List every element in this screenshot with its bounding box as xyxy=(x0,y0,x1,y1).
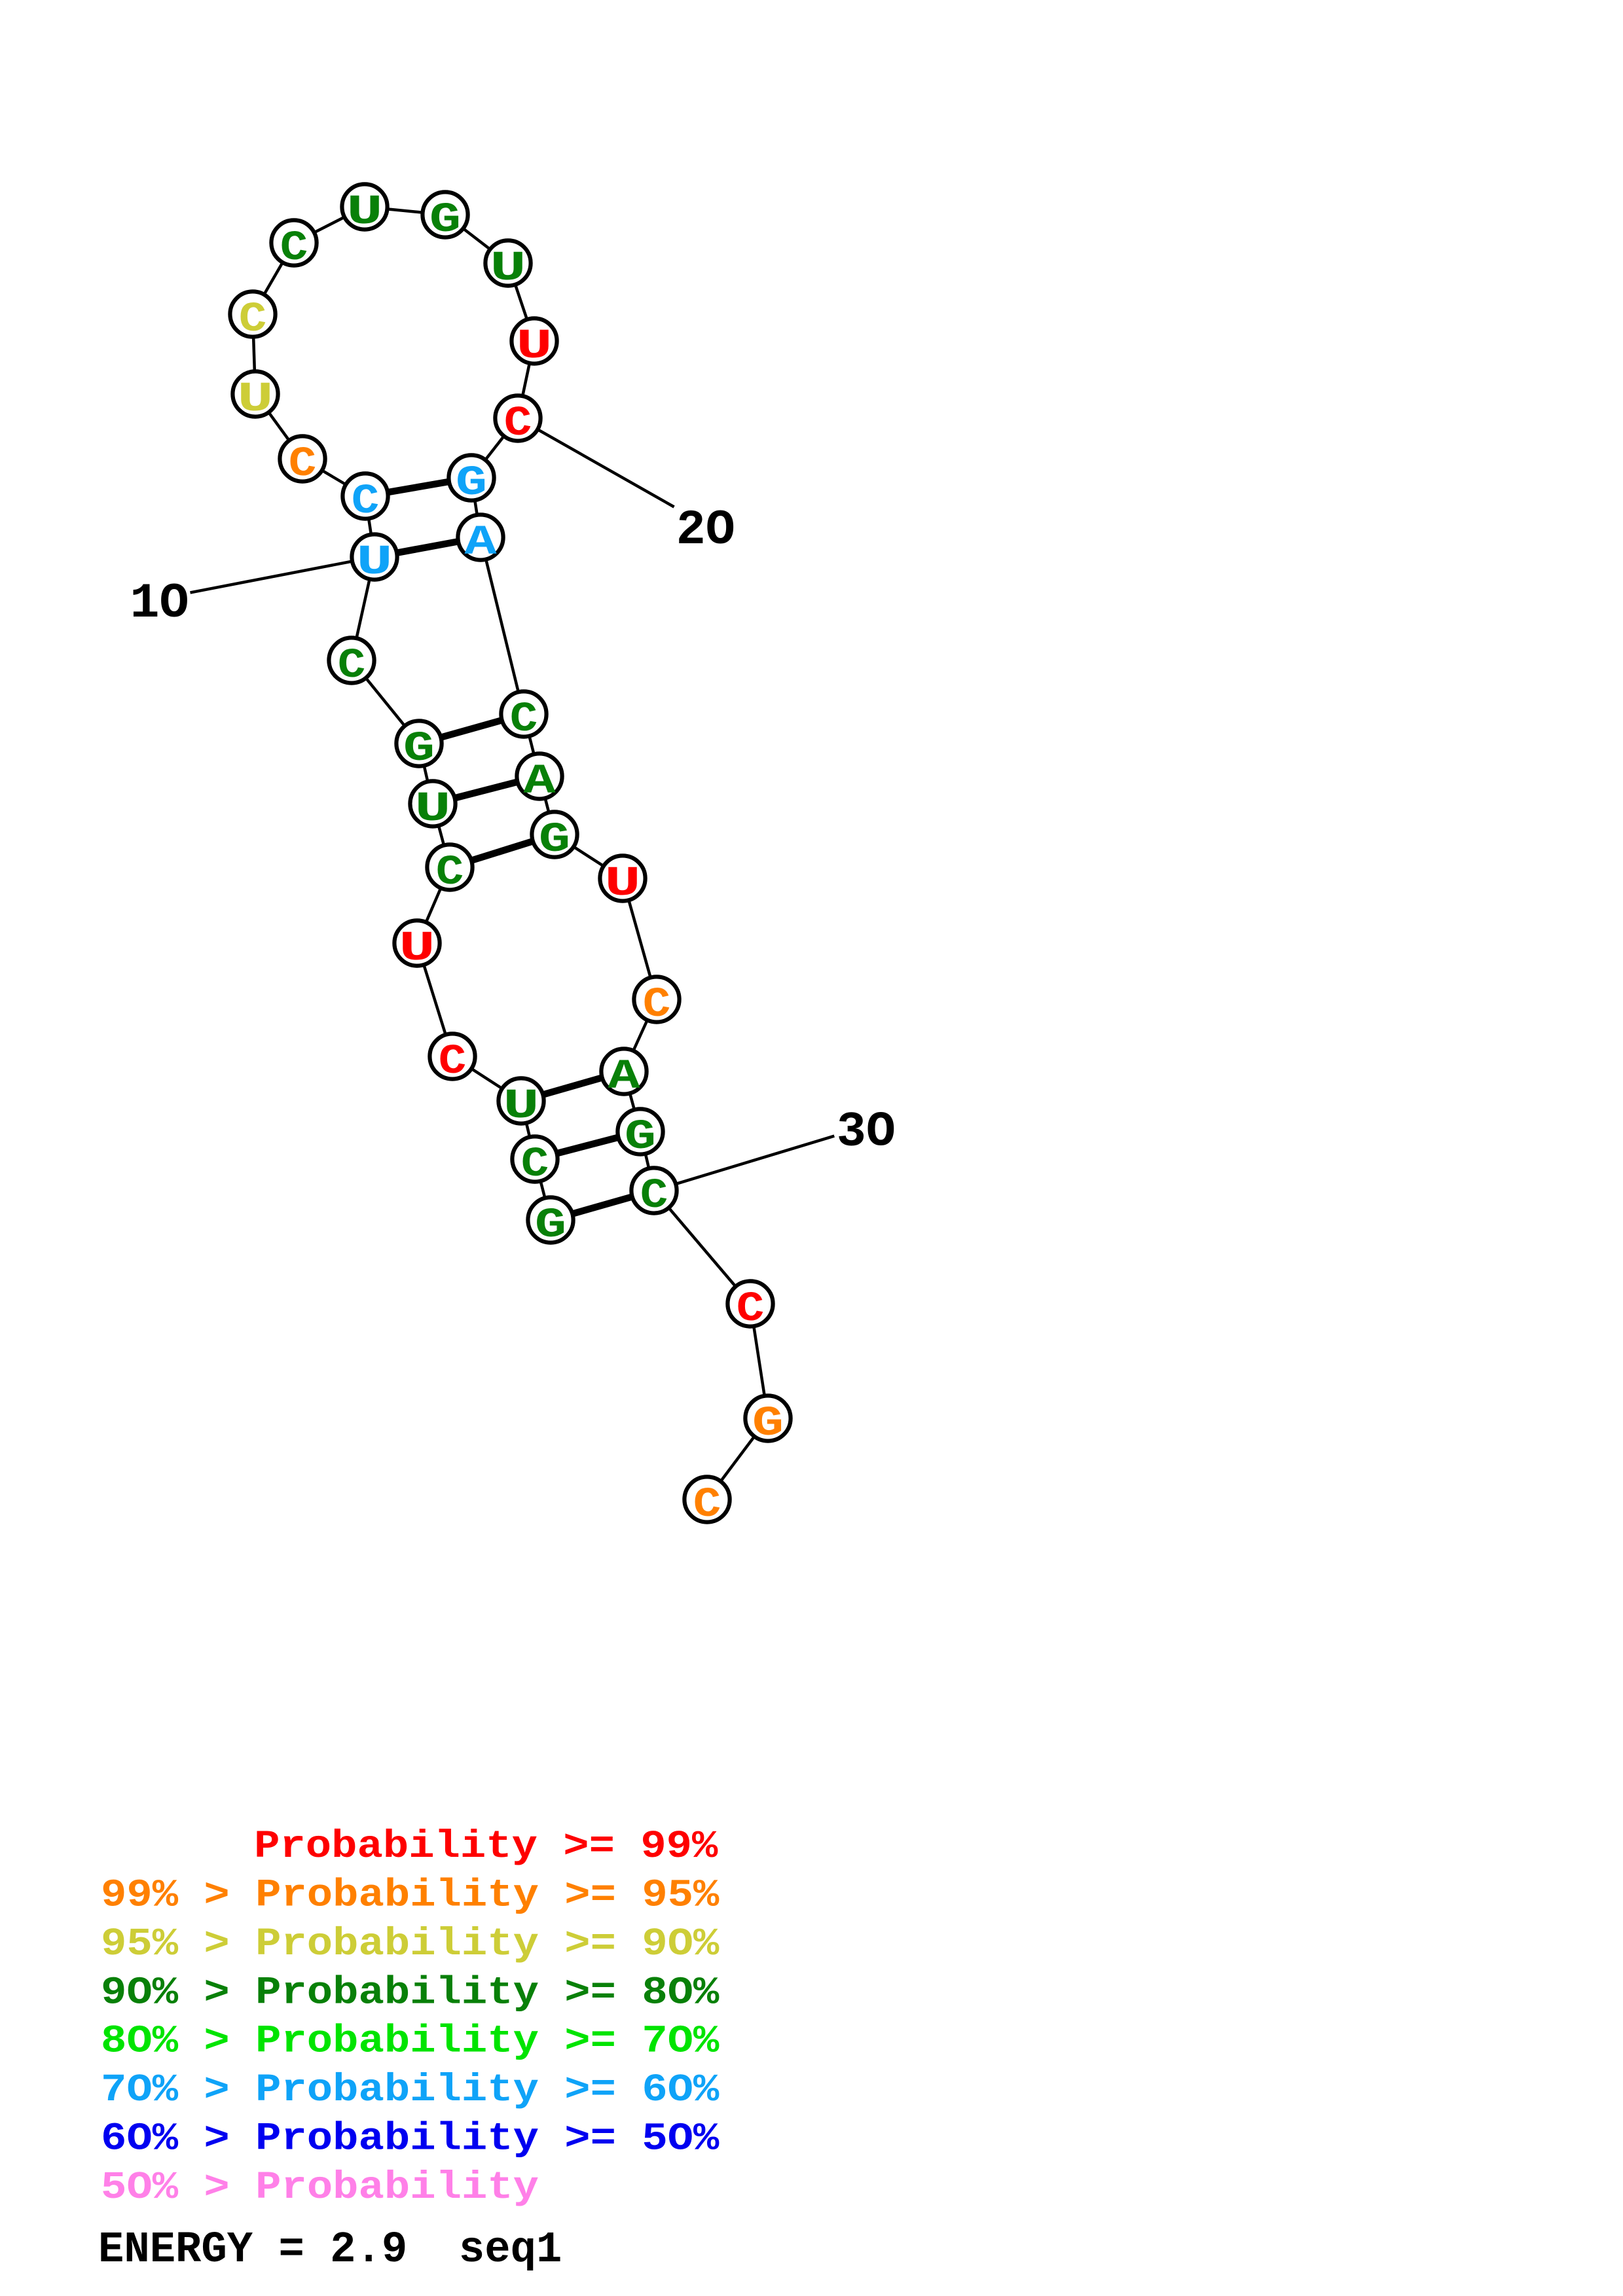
svg-text:U: U xyxy=(399,925,435,973)
svg-text:ENERGY = 2.9 seq1: ENERGY = 2.9 seq1 xyxy=(98,2225,562,2275)
svg-text:C: C xyxy=(352,478,380,526)
svg-text:3O: 3O xyxy=(837,1105,896,1160)
svg-text:C: C xyxy=(737,1286,765,1333)
svg-text:C: C xyxy=(510,696,538,744)
svg-text:1O: 1O xyxy=(130,576,189,632)
svg-text:99% > Probability >= 95%: 99% > Probability >= 95% xyxy=(101,1873,720,1917)
svg-text:8O% > Probability >= 7O%: 8O% > Probability >= 7O% xyxy=(101,2019,720,2064)
svg-text:A: A xyxy=(465,520,498,567)
svg-text:U: U xyxy=(347,189,383,236)
svg-text:G: G xyxy=(429,197,461,244)
svg-text:G: G xyxy=(535,1202,566,1249)
svg-text:A: A xyxy=(608,1054,641,1101)
svg-text:A: A xyxy=(524,759,556,806)
svg-text:C: C xyxy=(436,850,464,897)
svg-text:G: G xyxy=(539,817,570,864)
svg-text:C: C xyxy=(504,401,532,448)
svg-text:U: U xyxy=(415,786,451,833)
svg-text:Probability >= 99%: Probability >= 99% xyxy=(254,1824,718,1869)
svg-text:C: C xyxy=(338,643,366,690)
svg-text:U: U xyxy=(605,861,641,908)
svg-text:U: U xyxy=(517,323,553,370)
svg-text:G: G xyxy=(625,1114,656,1161)
svg-text:G: G xyxy=(752,1401,784,1448)
svg-text:5O% > Probability: 5O% > Probability xyxy=(101,2165,539,2210)
svg-text:U: U xyxy=(357,539,393,586)
svg-text:9O% > Probability >= 8O%: 9O% > Probability >= 8O% xyxy=(101,1970,720,2015)
svg-text:C: C xyxy=(239,296,267,344)
svg-text:C: C xyxy=(643,982,671,1029)
svg-text:C: C xyxy=(439,1039,467,1086)
svg-text:U: U xyxy=(503,1083,539,1130)
svg-text:C: C xyxy=(693,1482,721,1529)
svg-text:C: C xyxy=(289,441,317,488)
svg-text:G: G xyxy=(456,460,487,507)
svg-text:C: C xyxy=(280,225,308,272)
svg-text:2O: 2O xyxy=(676,503,735,558)
svg-text:95% > Probability >= 9O%: 95% > Probability >= 9O% xyxy=(101,1922,720,1966)
svg-text:U: U xyxy=(238,376,274,423)
svg-text:G: G xyxy=(403,726,435,773)
svg-text:C: C xyxy=(640,1173,668,1220)
svg-text:7O% > Probability >= 6O%: 7O% > Probability >= 6O% xyxy=(101,2068,720,2112)
svg-text:U: U xyxy=(490,245,526,293)
svg-text:6O% > Probability >= 5O%: 6O% > Probability >= 5O% xyxy=(101,2117,720,2161)
svg-text:C: C xyxy=(521,1141,549,1189)
